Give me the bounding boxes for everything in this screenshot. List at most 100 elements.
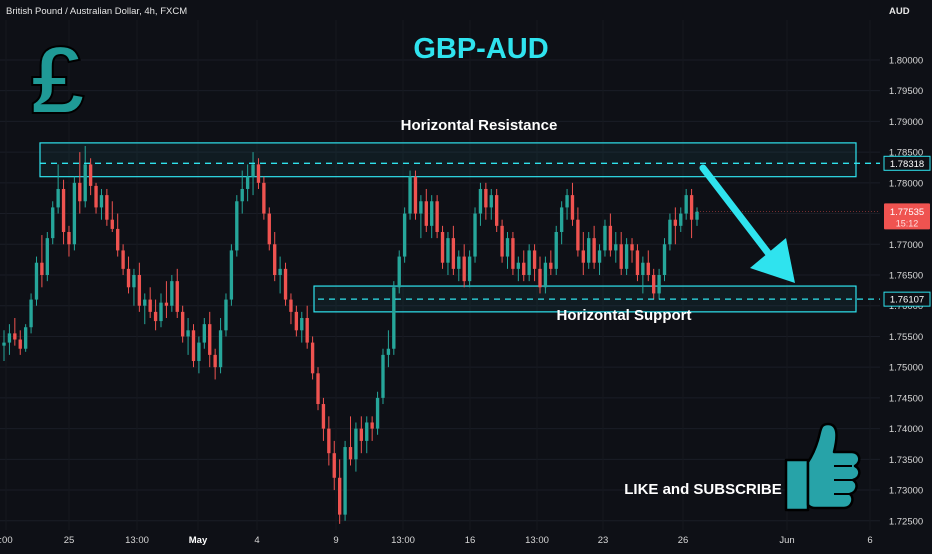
candle-body[interactable]: [549, 262, 553, 269]
candle[interactable]: [495, 188, 499, 232]
candle[interactable]: [45, 231, 49, 282]
candle[interactable]: [527, 244, 531, 282]
candle-body[interactable]: [359, 428, 364, 441]
candle[interactable]: [289, 293, 293, 325]
candle-body[interactable]: [397, 256, 401, 288]
candle[interactable]: [500, 219, 504, 263]
candle-body[interactable]: [554, 231, 558, 269]
time-axis[interactable]: :00 25 13:00 May 4 9 13:00 16 13:00 23 26 Jun 6: [0, 535, 873, 546]
candle-body[interactable]: [256, 164, 261, 183]
candle[interactable]: [673, 207, 678, 245]
candle[interactable]: [419, 195, 423, 239]
candle-body[interactable]: [56, 188, 60, 208]
candle[interactable]: [262, 176, 266, 220]
candle[interactable]: [538, 256, 542, 294]
candle-body[interactable]: [608, 225, 613, 251]
candle[interactable]: [359, 416, 364, 454]
candle-body[interactable]: [657, 275, 661, 294]
candle-body[interactable]: [132, 275, 136, 288]
candle-body[interactable]: [159, 302, 163, 322]
candle-body[interactable]: [191, 330, 196, 362]
candle[interactable]: [570, 182, 575, 226]
candle-body[interactable]: [597, 250, 602, 263]
candle[interactable]: [29, 293, 33, 334]
candle[interactable]: [679, 207, 683, 232]
candle-body[interactable]: [413, 176, 418, 214]
candle[interactable]: [337, 459, 342, 524]
candle-body[interactable]: [110, 219, 114, 229]
candle-body[interactable]: [430, 201, 434, 226]
candle-body[interactable]: [419, 201, 423, 214]
candle[interactable]: [408, 170, 412, 220]
candle-body[interactable]: [240, 188, 244, 202]
candle[interactable]: [619, 231, 623, 275]
candle-body[interactable]: [689, 195, 694, 220]
candle-body[interactable]: [316, 373, 320, 405]
candle-body[interactable]: [202, 324, 206, 343]
candle-body[interactable]: [446, 238, 450, 263]
candle[interactable]: [657, 268, 661, 300]
candle-body[interactable]: [370, 422, 374, 429]
candle[interactable]: [587, 231, 591, 269]
candle-body[interactable]: [495, 195, 499, 226]
candle[interactable]: [365, 416, 369, 454]
candle[interactable]: [646, 250, 650, 282]
candle-body[interactable]: [668, 219, 672, 245]
candle[interactable]: [505, 231, 510, 269]
candle[interactable]: [213, 348, 217, 380]
candle[interactable]: [343, 440, 347, 521]
candle-body[interactable]: [218, 330, 223, 368]
candle-body[interactable]: [527, 250, 531, 275]
candle-body[interactable]: [164, 302, 169, 306]
candle-body[interactable]: [2, 342, 6, 346]
candle-body[interactable]: [652, 275, 656, 294]
candle-body[interactable]: [289, 299, 293, 312]
candle-body[interactable]: [679, 213, 683, 226]
candle-body[interactable]: [451, 238, 456, 269]
candle-body[interactable]: [78, 182, 82, 202]
candle-body[interactable]: [440, 231, 445, 263]
candle-body[interactable]: [213, 354, 217, 368]
candle[interactable]: [13, 318, 17, 346]
candle-body[interactable]: [51, 207, 55, 239]
candle[interactable]: [316, 367, 320, 411]
candle[interactable]: [278, 256, 282, 294]
candle-body[interactable]: [354, 428, 358, 460]
candle[interactable]: [83, 145, 87, 208]
candle[interactable]: [608, 213, 613, 257]
candle[interactable]: [67, 225, 71, 257]
candle[interactable]: [689, 188, 694, 239]
candle-body[interactable]: [473, 213, 477, 257]
candle[interactable]: [695, 207, 699, 226]
candle-body[interactable]: [18, 339, 22, 349]
candle-body[interactable]: [305, 318, 309, 343]
candle-body[interactable]: [180, 311, 185, 337]
candle[interactable]: [116, 213, 120, 257]
candle[interactable]: [467, 250, 472, 288]
candle-body[interactable]: [229, 250, 234, 300]
candle[interactable]: [576, 207, 580, 257]
candle-body[interactable]: [224, 299, 228, 331]
candle[interactable]: [126, 256, 131, 294]
candle-body[interactable]: [424, 201, 428, 226]
candle[interactable]: [635, 244, 640, 282]
candle-body[interactable]: [94, 185, 98, 208]
candle-body[interactable]: [175, 281, 179, 312]
candle-body[interactable]: [402, 213, 407, 257]
candle[interactable]: [321, 397, 326, 441]
candle[interactable]: [164, 281, 169, 319]
candle[interactable]: [283, 262, 288, 306]
candle[interactable]: [235, 195, 239, 257]
candle[interactable]: [522, 250, 526, 282]
candle[interactable]: [186, 318, 190, 355]
candle[interactable]: [191, 324, 196, 368]
candle-body[interactable]: [581, 250, 585, 263]
candle-body[interactable]: [143, 299, 147, 306]
candle[interactable]: [245, 164, 250, 202]
candle[interactable]: [256, 158, 261, 189]
candle[interactable]: [451, 225, 456, 275]
candle[interactable]: [413, 170, 418, 220]
candle[interactable]: [668, 213, 672, 251]
